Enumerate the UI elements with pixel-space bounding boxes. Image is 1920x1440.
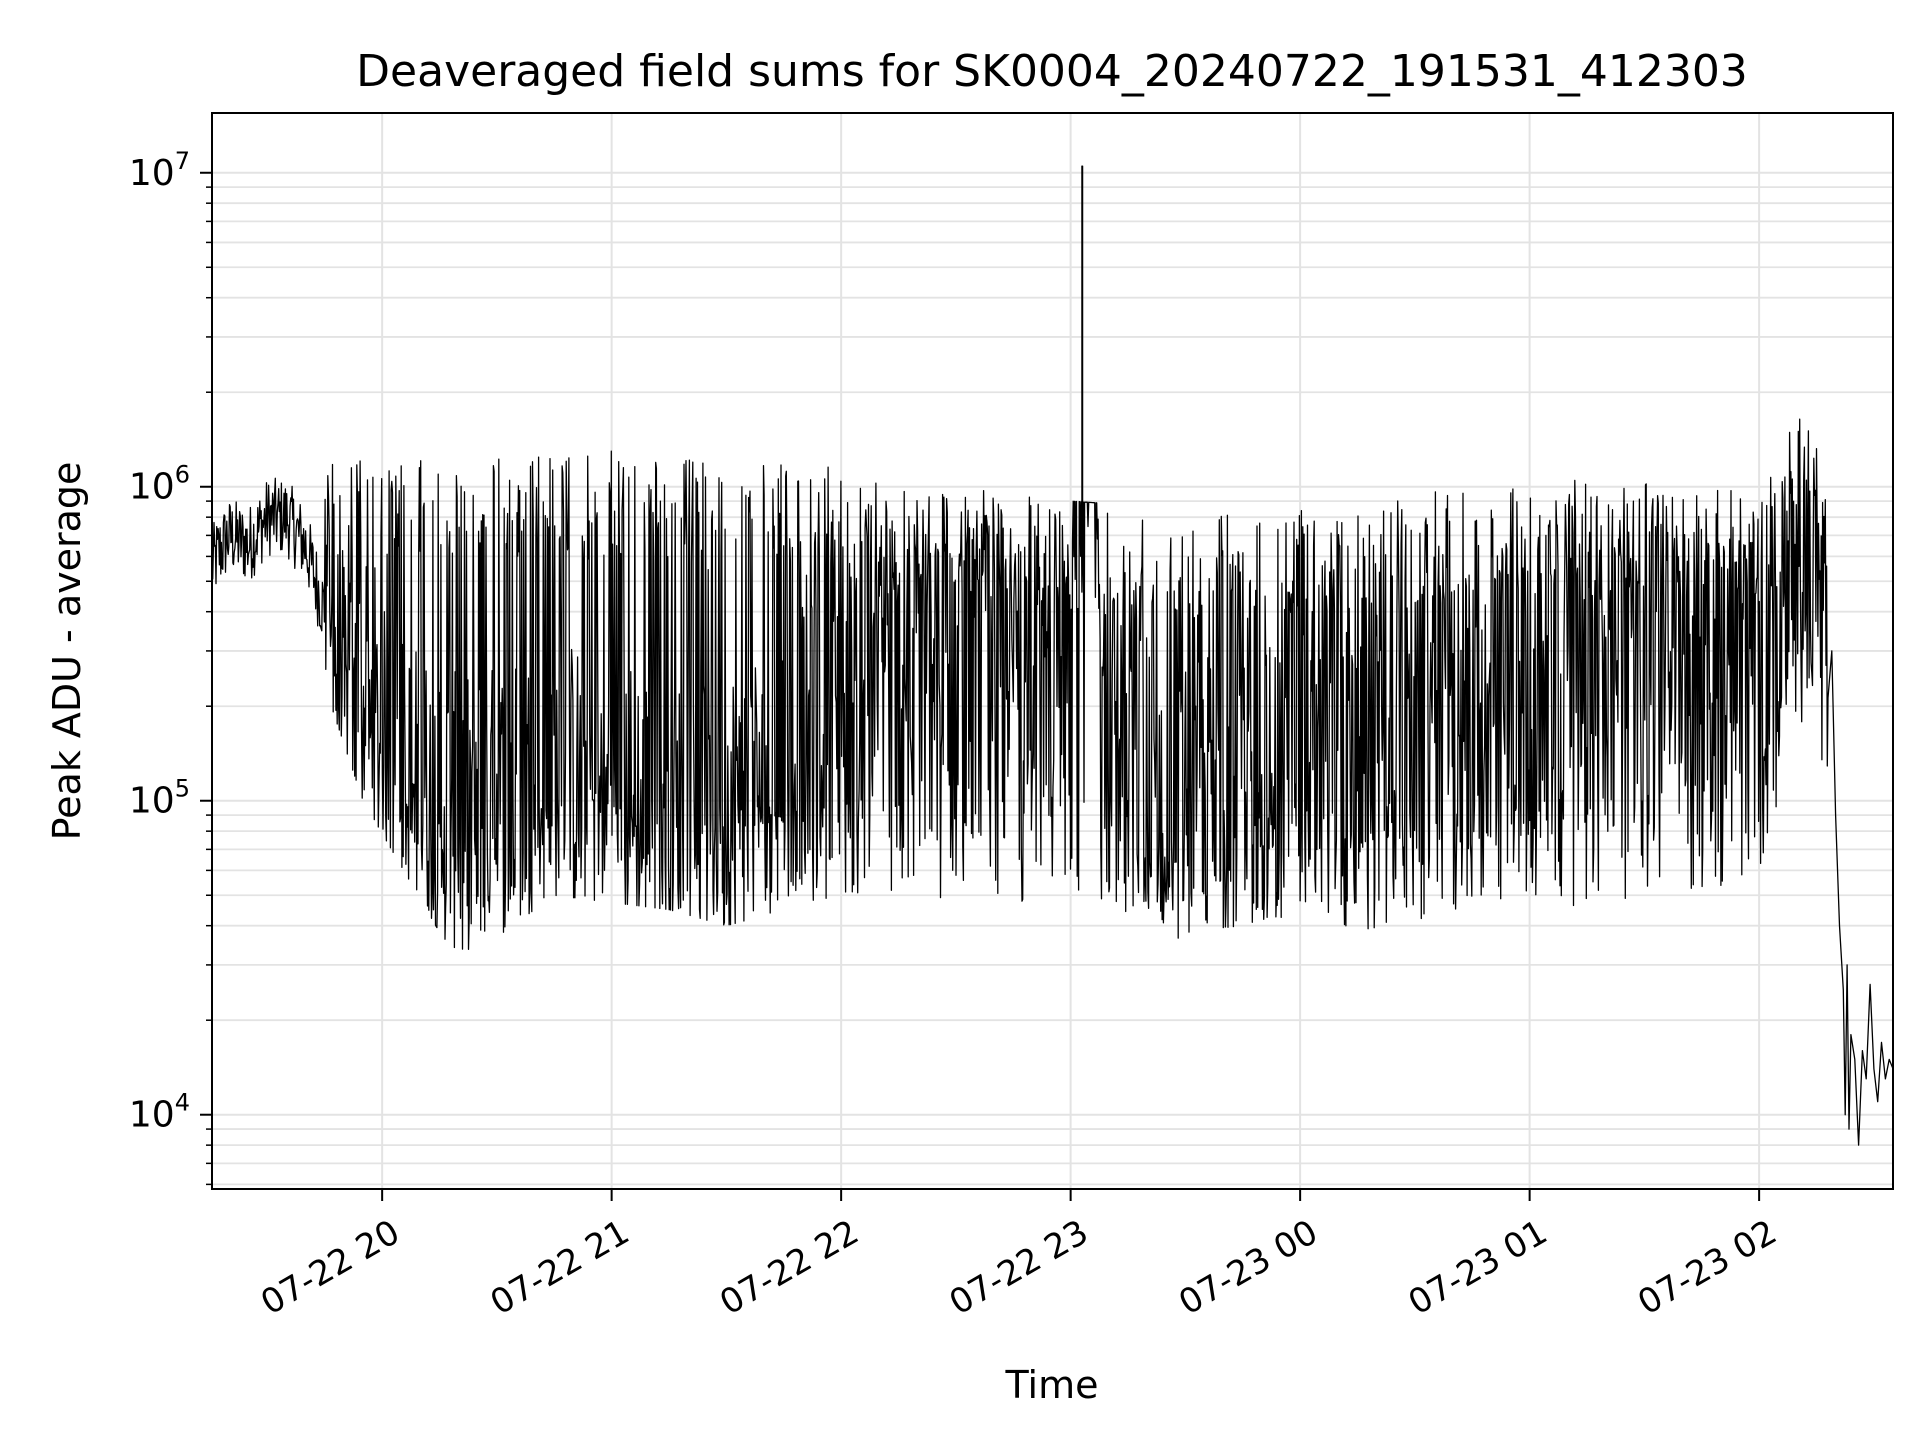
y-axis: 104 105 106 107 (129, 147, 212, 1186)
y-axis-label: Peak ADU - average (45, 462, 89, 841)
chart-title: Deaveraged field sums for SK0004_2024072… (356, 46, 1748, 97)
x-axis-label: Time (1005, 1363, 1099, 1407)
x-tick-label: 07-23 01 (1402, 1212, 1554, 1323)
x-tick-label: 07-22 22 (713, 1212, 865, 1323)
y-tick-label: 104 (129, 1089, 190, 1136)
y-tick-label: 106 (129, 461, 190, 508)
x-tick-label: 07-22 23 (943, 1212, 1095, 1323)
x-axis: 07-22 20 07-22 21 07-22 22 07-22 23 07-23 00… (254, 1189, 1784, 1323)
x-tick-label: 07-23 02 (1631, 1212, 1783, 1323)
x-tick-label: 07-22 20 (254, 1212, 406, 1323)
series-line (211, 165, 1894, 1146)
y-tick-label: 107 (129, 147, 190, 194)
x-tick-label: 07-22 21 (484, 1212, 636, 1323)
y-tick-label: 105 (129, 775, 190, 822)
series-lines (211, 165, 1894, 1146)
x-tick-label: 07-23 00 (1172, 1212, 1324, 1323)
